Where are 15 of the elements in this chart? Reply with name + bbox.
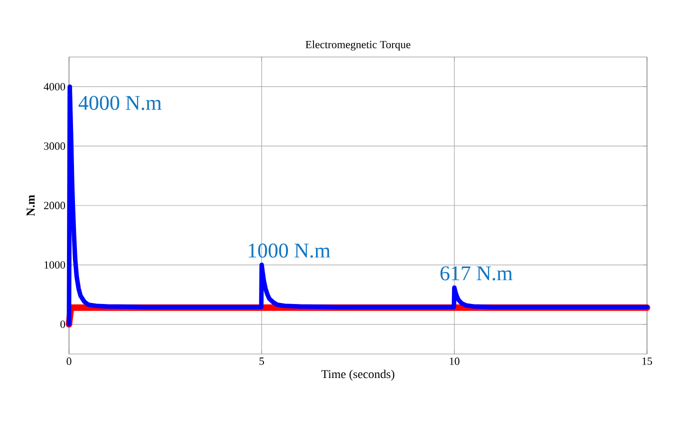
annotation: 1000 N.m: [248, 244, 330, 258]
y-axis-title: N.m: [26, 194, 35, 216]
y-tick-label: 0: [60, 320, 66, 328]
x-tick-label: 15: [642, 358, 652, 365]
y-tick-label: 4000: [44, 83, 66, 90]
y-tick-label: 3000: [44, 142, 66, 150]
y-tick-label: 1000: [44, 261, 66, 269]
x-tick-label: 5: [260, 358, 264, 365]
x-axis-title: Time (seconds): [321, 370, 394, 381]
x-tick-label: 0: [66, 358, 72, 365]
y-tick-label: 2000: [44, 202, 66, 210]
chart-title: Electromegnetic Torque: [306, 40, 410, 50]
annotation: 617 N.m: [440, 266, 512, 280]
x-tick-label: 10: [450, 358, 460, 365]
annotation: 4000 N.m: [78, 96, 162, 110]
